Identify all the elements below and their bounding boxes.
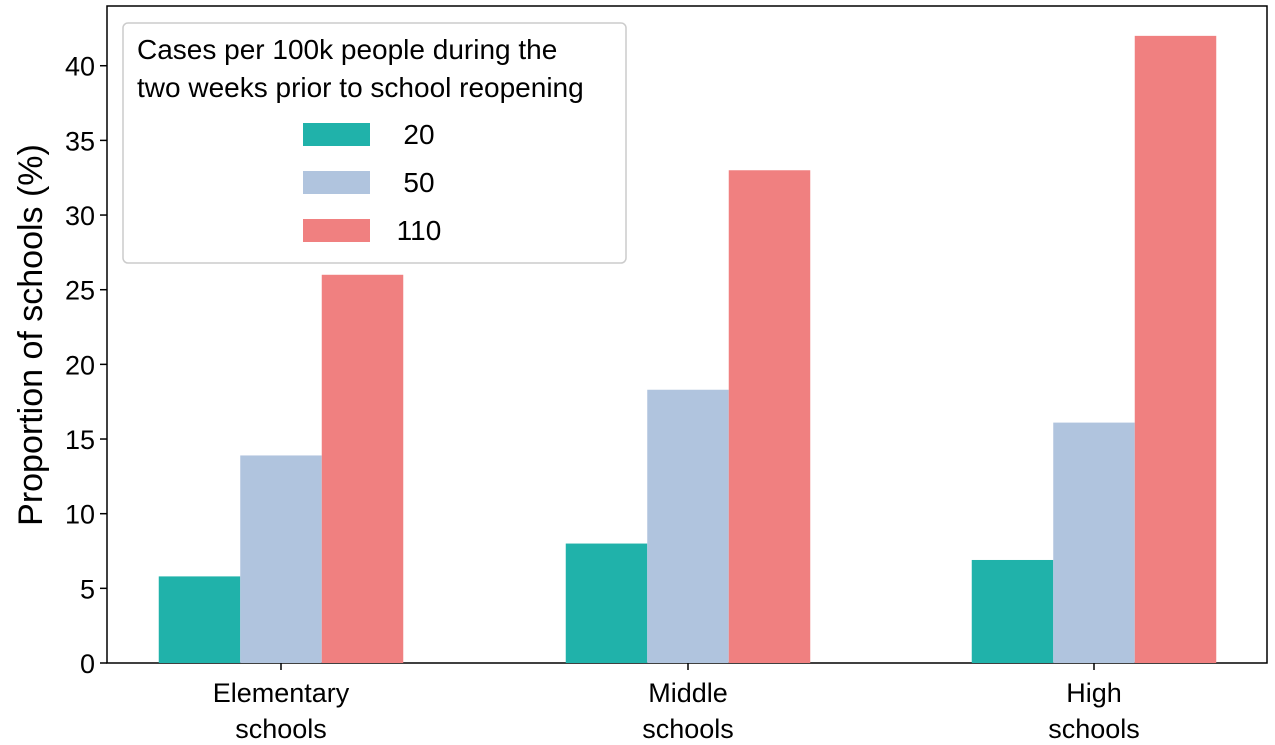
bar-series-110-category-3	[1134, 35, 1217, 664]
x-tick-label: Elementary	[213, 678, 350, 708]
y-axis-title: Proportion of schools (%)	[12, 144, 50, 526]
legend-label-50: 50	[403, 167, 434, 198]
y-tick-label: 15	[65, 425, 95, 455]
bar-series-20-category-3	[971, 559, 1054, 663]
bar-series-110-category-2	[728, 170, 811, 663]
x-tick-label: schools	[235, 714, 327, 744]
legend-entries: 20 50 110	[303, 119, 441, 246]
y-tick-label: 30	[65, 201, 95, 231]
legend-frame	[122, 22, 627, 264]
legend-label-110: 110	[397, 215, 442, 246]
bar-series-110-category-1	[321, 274, 404, 663]
y-tick-label: 25	[65, 276, 95, 306]
legend-label-20: 20	[403, 119, 434, 150]
y-tick-label: 35	[65, 126, 95, 156]
bars-group	[158, 35, 1217, 664]
x-axis: Elementary schools Middle schools High school…	[213, 663, 1140, 744]
bar-series-20-category-2	[565, 543, 648, 663]
x-tick-label: High	[1066, 678, 1122, 708]
legend-swatch-110	[303, 219, 370, 242]
legend-title-line-2: two weeks prior to school reopening	[137, 72, 584, 103]
bar-series-20-category-1	[158, 576, 241, 663]
legend-title-line-1: Cases per 100k people during the	[137, 34, 557, 65]
y-tick-label: 40	[65, 52, 95, 82]
y-axis: 0 5 10 15 20 25 30 35 40	[65, 52, 107, 679]
y-tick-label: 20	[65, 350, 95, 380]
bar-series-50-category-3	[1053, 422, 1135, 663]
x-tick-label: schools	[1048, 714, 1140, 744]
bar-series-50-category-2	[647, 389, 729, 663]
y-tick-label: 5	[80, 574, 95, 604]
legend-swatch-50	[303, 171, 370, 194]
x-tick-label: Middle	[648, 678, 728, 708]
y-tick-label: 0	[80, 649, 95, 679]
x-tick-label: schools	[642, 714, 734, 744]
legend-swatch-20	[303, 123, 370, 146]
legend: Cases per 100k people during the two wee…	[122, 22, 627, 264]
y-tick-label: 10	[65, 500, 95, 530]
bar-series-50-category-1	[240, 455, 322, 663]
